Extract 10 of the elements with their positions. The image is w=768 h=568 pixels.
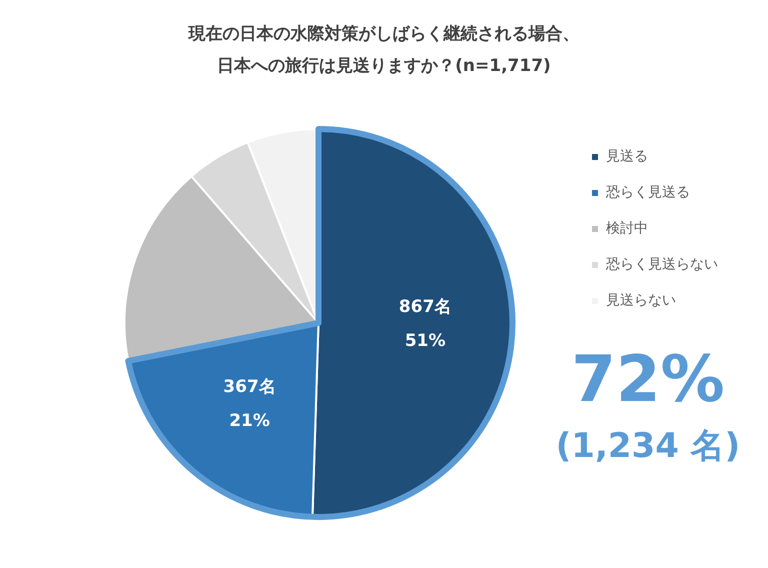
text: (1,234 名) xyxy=(554,425,742,468)
legend-label: 恐らく見送らない xyxy=(605,256,718,273)
legend-label: 検討中 xyxy=(606,220,648,237)
legend-label: 恐らく見送る xyxy=(605,184,690,201)
chart-title: 現在の日本の水際対策がしばらく継続される場合、日本への旅行は見送りますか？(n=1,717) xyxy=(187,23,580,78)
text: 72% xyxy=(570,343,726,417)
data-label: 367名 21% xyxy=(223,376,276,431)
legend-label: 見送らない xyxy=(606,292,676,309)
legend-label: 見送る xyxy=(606,148,648,165)
data-label: 867名 51% xyxy=(398,297,452,352)
